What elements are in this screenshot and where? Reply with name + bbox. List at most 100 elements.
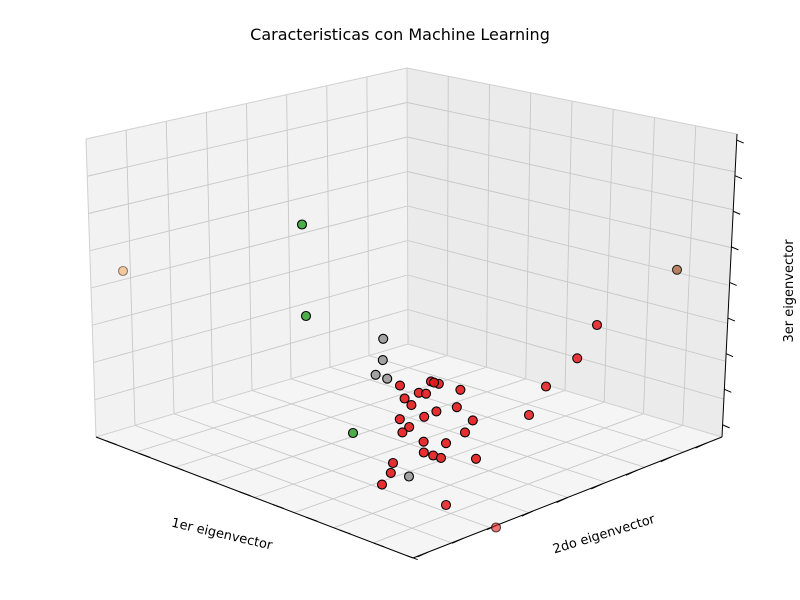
y-tick xyxy=(591,483,603,490)
floor-grid-line xyxy=(329,366,645,468)
pane-edge xyxy=(406,67,738,135)
data-point xyxy=(440,438,452,449)
data-point xyxy=(435,452,447,463)
x-tick xyxy=(306,516,318,522)
left-pane-grid-line xyxy=(286,94,292,379)
z-tick xyxy=(736,139,744,144)
data-point xyxy=(419,411,430,422)
x-axis-label: 1er eigenvector xyxy=(170,516,274,554)
y-axis-label: 2do eigenvector xyxy=(551,512,657,558)
data-point xyxy=(459,427,471,438)
data-point xyxy=(455,384,466,395)
x-tick xyxy=(205,478,218,484)
left-pane-grid-line xyxy=(326,85,331,368)
right-pane-grid-line xyxy=(682,125,697,426)
x-tick xyxy=(406,555,418,561)
floor-grid-line xyxy=(293,401,605,514)
data-point xyxy=(451,402,462,413)
z-tick xyxy=(729,282,737,286)
x-tick xyxy=(373,542,385,548)
z-axis-line xyxy=(721,133,738,438)
data-point xyxy=(394,380,406,391)
data-point xyxy=(117,265,129,277)
data-point xyxy=(378,333,389,344)
floor-grid-line xyxy=(333,413,644,529)
data-point xyxy=(377,355,388,366)
data-point xyxy=(431,406,442,417)
data-point xyxy=(397,427,408,438)
right-pane xyxy=(407,68,737,437)
right-pane-grid-line xyxy=(643,117,655,414)
left-pane-grid-line xyxy=(90,205,408,289)
pane-edge xyxy=(85,138,97,438)
axis-lines xyxy=(95,133,744,561)
data-point xyxy=(347,427,359,439)
data-point xyxy=(394,414,405,425)
y-tick xyxy=(695,442,707,449)
data-point xyxy=(376,479,388,490)
x-tick xyxy=(138,452,151,458)
pane-edge xyxy=(406,67,409,345)
data-points xyxy=(117,219,683,533)
floor-grid-line xyxy=(368,355,684,453)
z-tick xyxy=(732,210,741,215)
right-pane-grid-line xyxy=(407,171,732,249)
data-point xyxy=(523,409,535,421)
right-pane-grid-line xyxy=(407,102,736,173)
right-pane-grid-line xyxy=(603,109,614,403)
data-point xyxy=(490,522,502,533)
floor-grid-line xyxy=(251,390,568,498)
data-point xyxy=(572,353,583,364)
y-tick xyxy=(660,456,672,463)
pane-edge xyxy=(407,343,723,438)
data-point xyxy=(385,467,396,478)
left-pane-grid-line xyxy=(88,136,408,214)
y-tick xyxy=(417,551,429,558)
floor-grid-line xyxy=(373,424,683,544)
data-point xyxy=(467,415,478,426)
data-point xyxy=(404,421,415,433)
floor-grid-line xyxy=(290,378,607,483)
data-point xyxy=(418,447,429,458)
data-point xyxy=(387,457,399,469)
data-point xyxy=(540,381,552,392)
x-tick xyxy=(339,529,351,535)
data-point xyxy=(428,377,440,388)
y-tick xyxy=(556,497,568,503)
x-tick xyxy=(172,465,184,471)
data-point xyxy=(382,373,393,384)
y-tick xyxy=(452,537,464,544)
data-point xyxy=(470,453,482,464)
z-axis-label: 3er eigenvector xyxy=(782,239,797,343)
data-point xyxy=(420,388,432,399)
right-pane-grid-line xyxy=(407,136,734,211)
data-point xyxy=(406,400,417,411)
z-tick xyxy=(724,388,732,393)
chart-title: Caracteristicas con Machine Learning xyxy=(250,25,550,44)
z-tick xyxy=(727,317,736,322)
x-tick xyxy=(105,440,117,446)
x-tick xyxy=(272,504,284,509)
axis-panes xyxy=(86,68,737,558)
data-point xyxy=(440,499,452,511)
data-point xyxy=(370,369,381,380)
data-point xyxy=(403,471,415,482)
y-tick xyxy=(521,510,533,517)
data-point xyxy=(399,393,410,404)
left-pane-grid-line xyxy=(87,102,408,177)
pane-edge xyxy=(95,343,409,438)
data-point xyxy=(296,219,308,230)
z-tick xyxy=(731,246,739,251)
floor-pane xyxy=(96,344,722,558)
data-point xyxy=(591,319,603,331)
x-tick xyxy=(239,491,251,497)
z-tick xyxy=(734,175,743,180)
z-tick xyxy=(725,353,734,358)
y-tick xyxy=(625,469,638,476)
left-pane-grid-line xyxy=(89,171,408,252)
data-point xyxy=(671,264,683,275)
data-point xyxy=(300,310,312,322)
z-tick xyxy=(722,424,730,429)
